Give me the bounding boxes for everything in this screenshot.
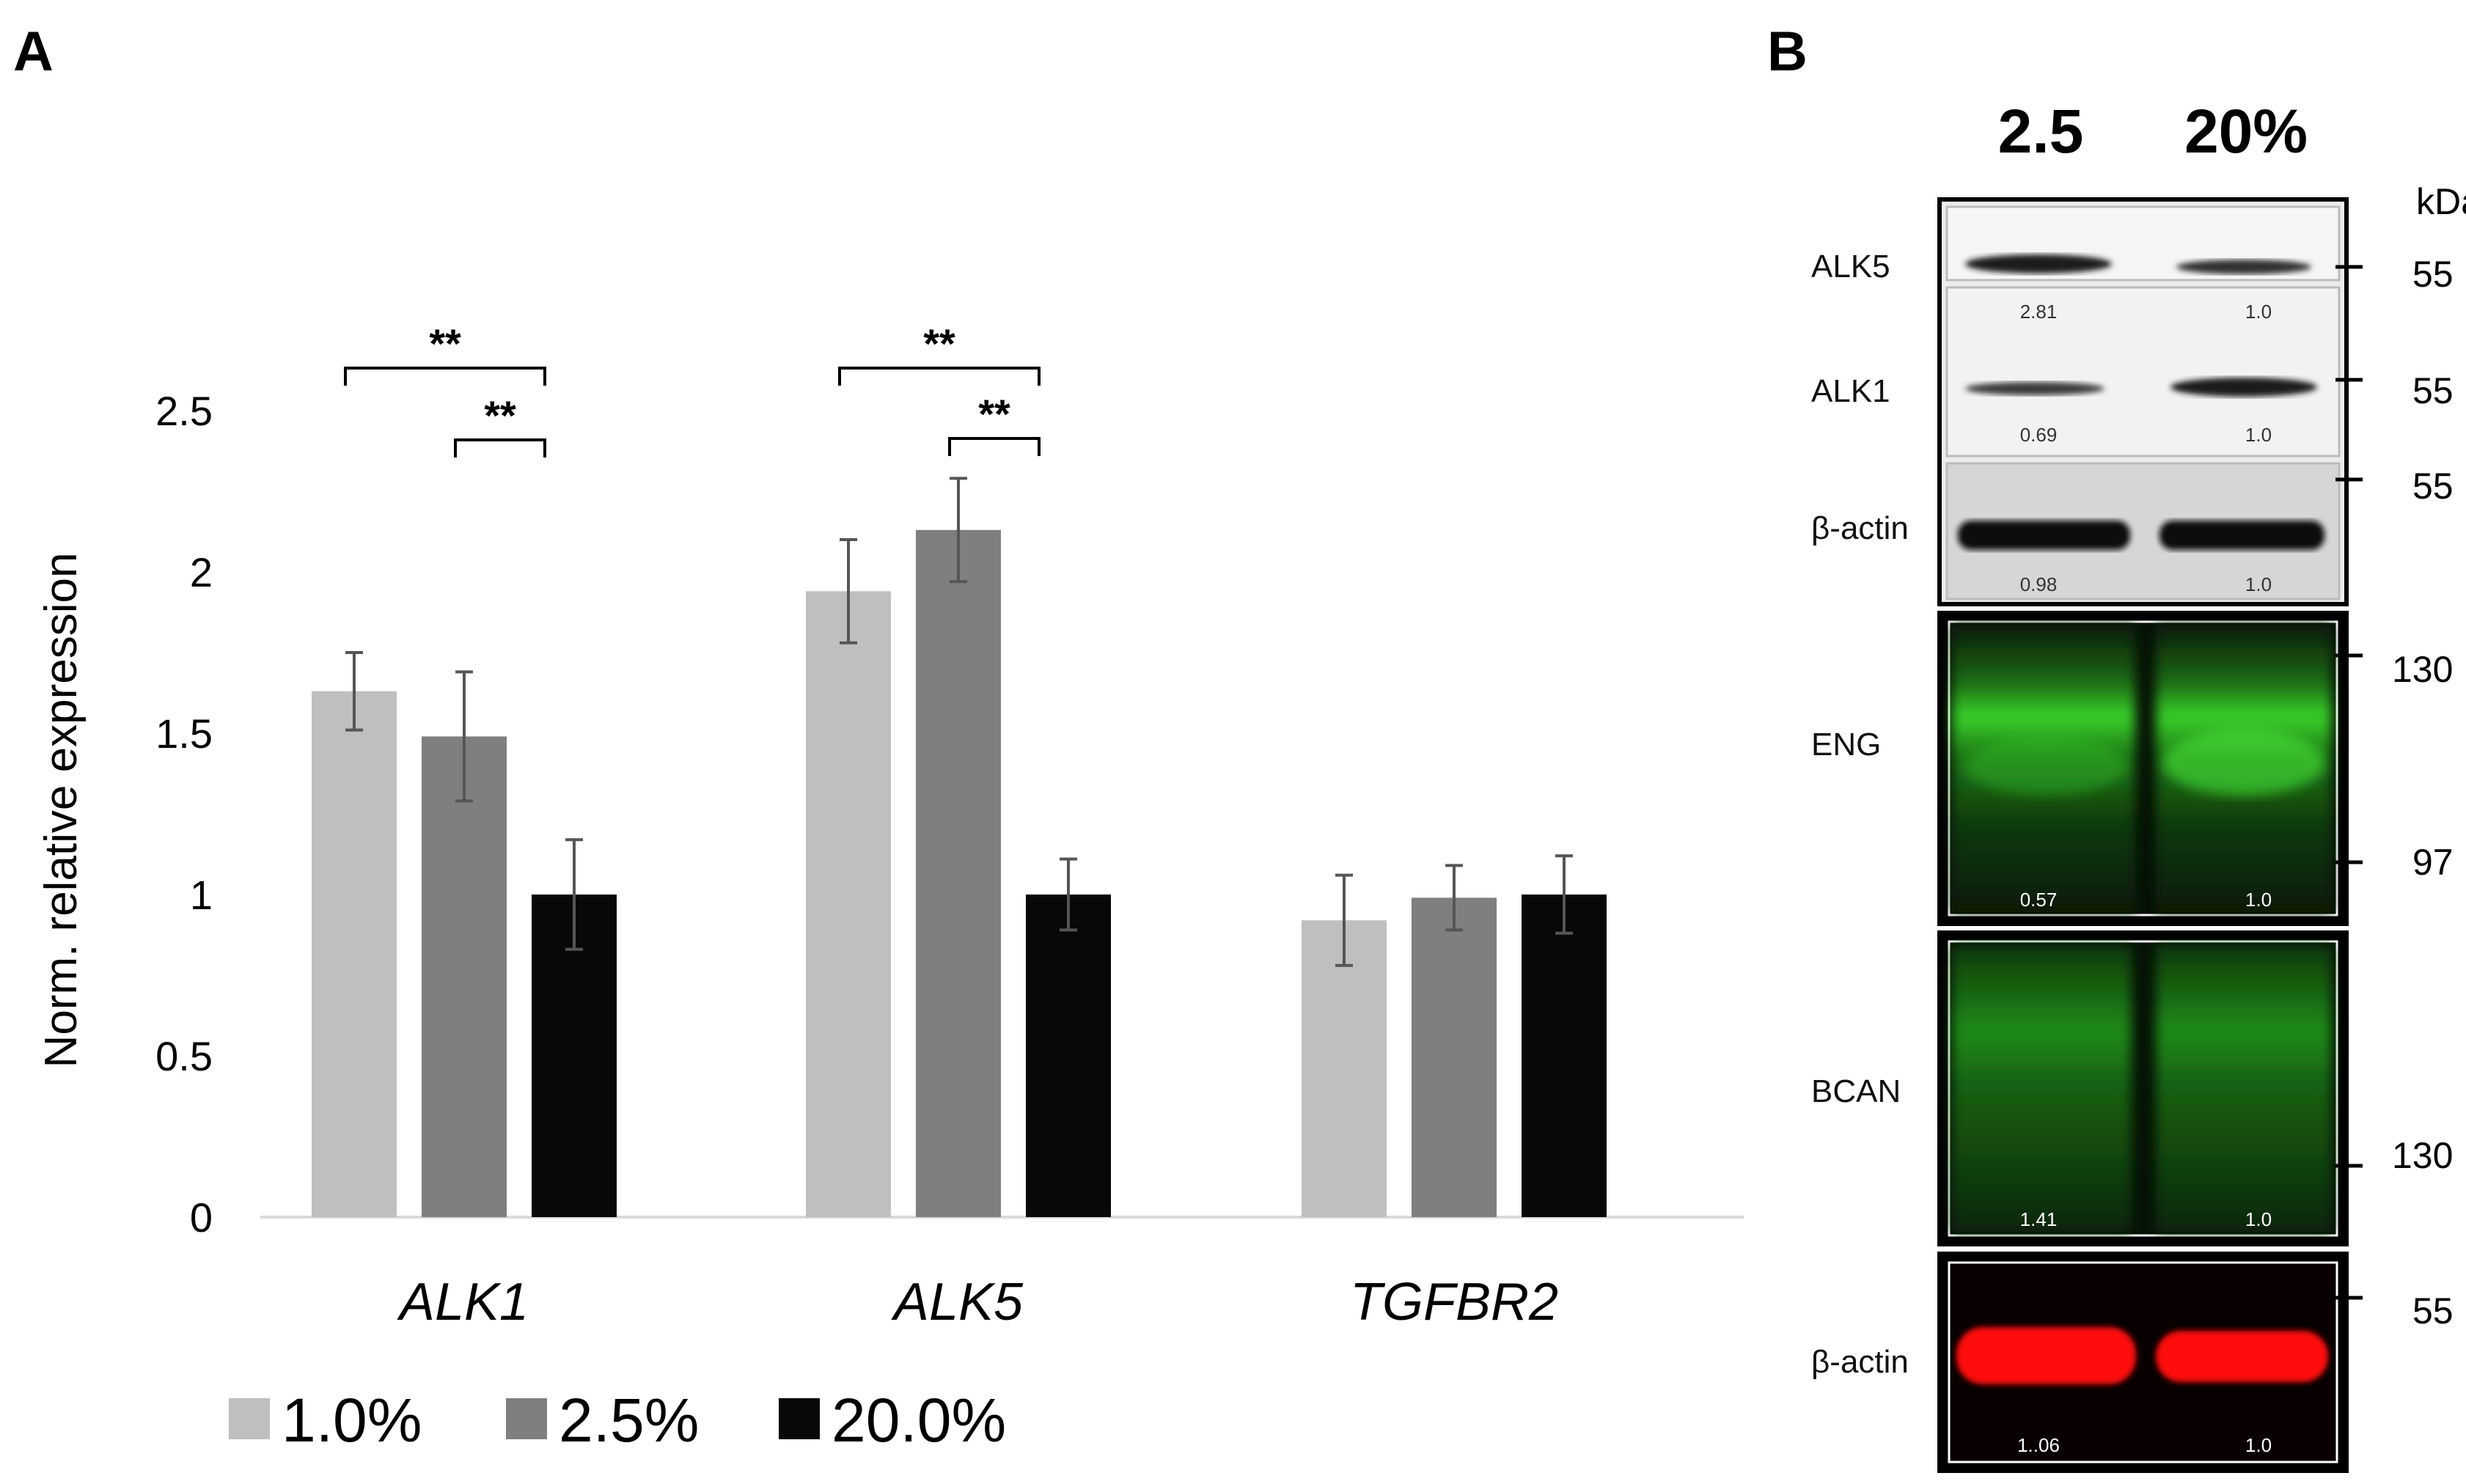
significance-bracket: [454, 438, 546, 458]
legend-label-20.0%: 20.0%: [832, 1386, 1006, 1455]
row-label-actin-2: β-actin: [1811, 1344, 1909, 1380]
band-alk1-20: [2170, 378, 2317, 397]
category-label-alk5: ALK5: [891, 1273, 1024, 1331]
error-bar-alk1-1.0%: [345, 651, 363, 732]
error-bars: [345, 477, 1573, 967]
quant-alk5-2.5: 2.81: [2020, 301, 2058, 323]
quant-alk5-20: 1.0: [2245, 301, 2272, 323]
significance-bracket: [838, 367, 1041, 386]
marker-55-b: 55: [2412, 370, 2454, 411]
marker-55-a: 55: [2412, 254, 2454, 295]
category-label-tgfbr2: TGFBR2: [1350, 1273, 1558, 1331]
band-actin-red-2.5: [1956, 1327, 2136, 1384]
marker-ticks: [2335, 265, 2363, 1300]
marker-55-d: 55: [2412, 1290, 2454, 1331]
significance-label: **: [484, 392, 516, 438]
bar-tgfbr2-2.5%: [1412, 897, 1497, 1217]
quant-alk1-20: 1.0: [2245, 424, 2272, 446]
bar-tgfbr2-20.0%: [1522, 895, 1607, 1217]
band-alk1-2.5: [1965, 382, 2104, 395]
error-bar-tgfbr2-2.5%: [1445, 864, 1463, 932]
y-tick-label-1.5: 1.5: [155, 710, 213, 757]
bar-tgfbr2-1.0%: [1302, 920, 1387, 1217]
quant-eng-2.5: 0.57: [2020, 889, 2058, 911]
row-label-alk5: ALK5: [1811, 249, 1890, 284]
legend-label-2.5%: 2.5%: [559, 1386, 699, 1455]
bar-alk1-1.0%: [312, 691, 397, 1217]
y-axis-label: Norm. relative expression: [36, 553, 87, 1068]
y-tick-label-0: 0: [190, 1194, 213, 1241]
row-label-eng: ENG: [1811, 727, 1881, 763]
marker-97: 97: [2412, 842, 2454, 883]
row-label-alk1: ALK1: [1811, 373, 1890, 409]
category-label-alk1: ALK1: [397, 1273, 529, 1331]
quant-actin2-2.5: 1..06: [2017, 1434, 2060, 1456]
significance-label: **: [429, 320, 461, 367]
legend-swatch-20.0%: [779, 1398, 820, 1439]
quant-actin1-2.5: 0.98: [2020, 573, 2058, 595]
bar-alk5-2.5%: [916, 529, 1001, 1217]
row-label-actin-1: β-actin: [1811, 510, 1909, 546]
y-tick-label-2: 2: [190, 549, 213, 595]
band-actin-red-20: [2156, 1331, 2328, 1382]
quant-bcan-2.5: 1.41: [2020, 1208, 2058, 1230]
bcan-lane-2.5: [1952, 946, 2132, 1232]
quant-eng-20: 1.0: [2245, 889, 2272, 911]
error-bar-tgfbr2-1.0%: [1335, 873, 1353, 967]
significance-label: **: [923, 320, 955, 367]
legend-label-1.0%: 1.0%: [282, 1386, 422, 1455]
marker-130-a: 130: [2392, 649, 2453, 690]
error-bar-alk5-1.0%: [840, 538, 857, 644]
column-label-20: 20%: [2184, 97, 2308, 166]
row-label-bcan: BCAN: [1811, 1073, 1901, 1109]
band-alk5-2.5: [1965, 254, 2112, 273]
band-actin-top-2.5: [1958, 521, 2130, 550]
error-bar-alk1-20.0%: [565, 838, 583, 951]
bar-chart: Norm. relative expression 0 0.5 1 1.5 2 2.5 *…: [36, 320, 1744, 1455]
y-axis-ticks: 0 0.5 1 1.5 2 2.5: [155, 388, 213, 1241]
significance-bracket: [948, 437, 1041, 456]
kda-unit: kDa: [2416, 181, 2466, 222]
western-blot: 2.5 20% kDa ALK5 ALK1 β-a: [1811, 97, 2466, 1473]
band-actin-top-20: [2159, 521, 2324, 550]
bar-alk5-1.0%: [806, 591, 891, 1217]
bar-alk5-20.0%: [1026, 895, 1111, 1217]
y-tick-label-1: 1: [190, 872, 213, 918]
bcan-lane-20: [2156, 946, 2332, 1232]
bar-alk1-2.5%: [422, 736, 507, 1217]
panel-b-label: B: [1767, 21, 1808, 83]
legend-swatch-1.0%: [229, 1398, 270, 1439]
quant-actin2-20: 1.0: [2245, 1434, 2272, 1456]
marker-130-b: 130: [2392, 1135, 2453, 1176]
category-labels: ALK1 ALK5 TGFBR2: [397, 1273, 1558, 1331]
quant-actin1-20: 1.0: [2245, 573, 2272, 595]
panel-a-label: A: [13, 21, 54, 83]
legend-swatch-2.5%: [506, 1398, 547, 1439]
y-tick-label-0.5: 0.5: [155, 1033, 213, 1079]
error-bar-alk5-20.0%: [1060, 857, 1077, 932]
error-bar-alk5-2.5%: [950, 477, 967, 584]
band-eng-2.5: [1965, 737, 2126, 796]
significance-bracket: [344, 367, 546, 386]
column-label-2.5: 2.5: [1998, 97, 2084, 166]
band-eng-20: [2163, 730, 2324, 796]
bars: [312, 529, 1607, 1217]
error-bar-alk1-2.5%: [455, 670, 473, 803]
y-tick-label-2.5: 2.5: [155, 388, 213, 434]
error-bar-tgfbr2-20.0%: [1555, 854, 1573, 935]
significance-label: **: [978, 391, 1010, 437]
marker-55-c: 55: [2412, 466, 2454, 507]
quant-alk1-2.5: 0.69: [2020, 424, 2058, 446]
band-alk5-20: [2176, 260, 2311, 274]
legend: 1.0% 2.5% 20.0%: [229, 1386, 1006, 1455]
quant-bcan-20: 1.0: [2245, 1208, 2272, 1230]
significance-brackets: ** ** ** **: [344, 320, 1041, 458]
alk1-strip: [1945, 286, 2341, 458]
